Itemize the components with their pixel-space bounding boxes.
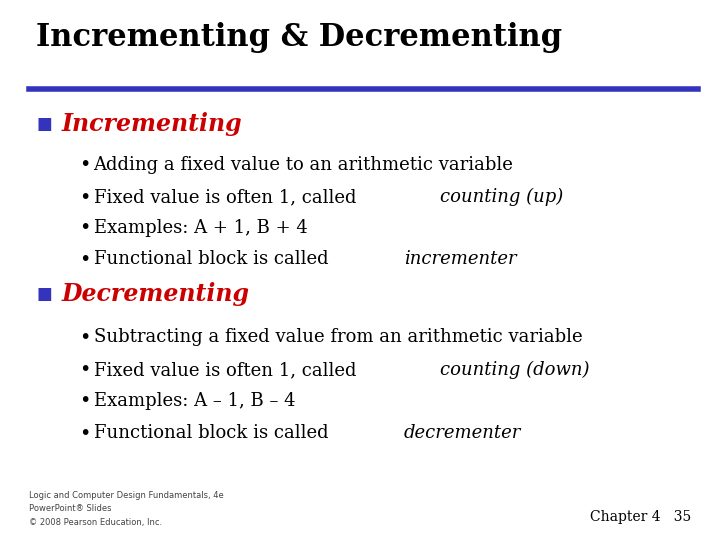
Text: © 2008 Pearson Education, Inc.: © 2008 Pearson Education, Inc. <box>29 517 162 526</box>
Text: •: • <box>79 328 91 347</box>
Text: •: • <box>79 391 91 410</box>
Text: ■: ■ <box>36 285 52 303</box>
Text: ■: ■ <box>36 115 52 133</box>
Text: Functional block is called: Functional block is called <box>94 424 334 442</box>
Text: •: • <box>79 155 91 174</box>
Text: Subtracting a fixed value from an arithmetic variable: Subtracting a fixed value from an arithm… <box>94 328 582 347</box>
Text: •: • <box>79 423 91 443</box>
Text: •: • <box>79 249 91 269</box>
Text: Examples: A – 1, B – 4: Examples: A – 1, B – 4 <box>94 392 295 410</box>
Text: Adding a fixed value to an arithmetic variable: Adding a fixed value to an arithmetic va… <box>94 156 513 174</box>
Text: •: • <box>79 360 91 380</box>
Text: Fixed value is often 1, called: Fixed value is often 1, called <box>94 188 362 206</box>
Text: •: • <box>79 218 91 238</box>
Text: counting (up): counting (up) <box>440 188 563 206</box>
Text: Incrementing & Decrementing: Incrementing & Decrementing <box>36 22 562 52</box>
Text: Chapter 4   35: Chapter 4 35 <box>590 510 691 524</box>
Text: Examples: A + 1, B + 4: Examples: A + 1, B + 4 <box>94 219 307 237</box>
Text: •: • <box>79 187 91 207</box>
Text: incrementer: incrementer <box>404 250 516 268</box>
Text: Logic and Computer Design Fundamentals, 4e: Logic and Computer Design Fundamentals, … <box>29 490 223 500</box>
Text: Incrementing: Incrementing <box>61 112 242 136</box>
Text: decrementer: decrementer <box>404 424 521 442</box>
Text: counting (down): counting (down) <box>440 361 589 379</box>
Text: Functional block is called: Functional block is called <box>94 250 334 268</box>
Text: Decrementing: Decrementing <box>61 282 249 306</box>
Text: Fixed value is often 1, called: Fixed value is often 1, called <box>94 361 362 379</box>
Text: PowerPoint® Slides: PowerPoint® Slides <box>29 504 112 513</box>
